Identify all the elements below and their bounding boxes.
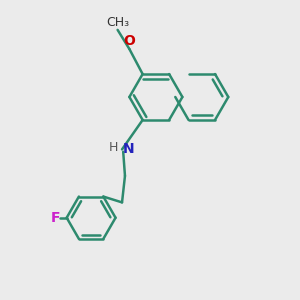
Text: O: O (124, 34, 135, 48)
Text: CH₃: CH₃ (106, 16, 129, 29)
Text: N: N (123, 142, 135, 155)
Text: H: H (109, 141, 118, 154)
Text: F: F (51, 211, 60, 225)
